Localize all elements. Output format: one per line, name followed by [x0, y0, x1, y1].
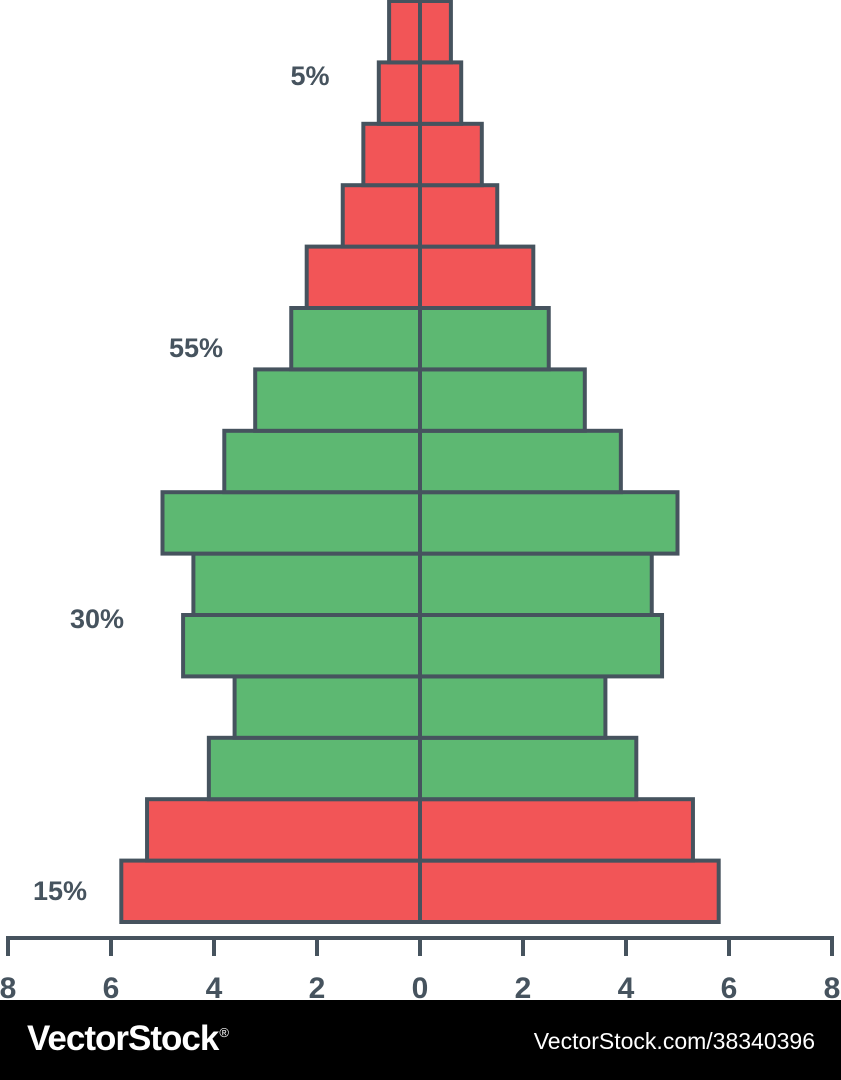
bar-right-2	[418, 735, 639, 802]
bar-right-13	[418, 60, 464, 126]
group-label-1: 30%	[70, 604, 124, 634]
group-label-0: 15%	[33, 876, 87, 906]
x-tick-label-1: 6	[103, 972, 120, 1000]
x-tick-label-0: 8	[0, 972, 16, 1000]
x-axis: 8 6 4 2 0 2 4 6 8	[0, 936, 840, 1000]
bar-right-10	[418, 244, 536, 311]
bar-right-8	[418, 367, 587, 433]
bar-left-8	[253, 367, 422, 433]
bar-right-1	[418, 797, 695, 863]
x-tick-label-6: 4	[618, 972, 635, 1000]
bar-right-12	[418, 121, 484, 188]
bar-left-10	[304, 244, 423, 311]
bar-right-7	[418, 428, 623, 495]
group-label-3: 5%	[290, 61, 329, 91]
group-label-2: 55%	[169, 333, 223, 363]
bar-left-1	[145, 797, 423, 863]
population-pyramid-chart: 8 6 4 2 0 2 4 6 8 15% 30% 55% 5%	[0, 0, 840, 1000]
brand-logo: VectorStock®	[27, 1019, 229, 1059]
x-tick-label-7: 6	[721, 972, 738, 1000]
bar-left-13	[376, 60, 422, 126]
bar-right-6	[418, 490, 680, 556]
bar-left-0	[119, 858, 423, 924]
bar-right-4	[418, 613, 665, 679]
bar-left-12	[361, 121, 423, 188]
bar-left-14	[387, 0, 423, 65]
bars-group	[119, 0, 721, 924]
bar-left-4	[181, 613, 422, 679]
brand-name: VectorStock	[27, 1019, 219, 1058]
x-tick-label-2: 4	[206, 972, 223, 1000]
x-tick-label-5: 2	[515, 972, 532, 1000]
x-tick-label-8: 8	[824, 972, 841, 1000]
bar-right-5	[418, 551, 654, 617]
x-tick-label-4: 0	[412, 972, 429, 1000]
bar-right-3	[418, 674, 608, 740]
bar-right-11	[418, 183, 500, 249]
bar-right-0	[418, 858, 721, 924]
registered-mark: ®	[219, 1025, 229, 1041]
bar-left-7	[222, 428, 422, 495]
bar-left-5	[191, 551, 422, 617]
image-reference: VectorStock.com/38340396	[533, 1028, 815, 1054]
bar-left-11	[340, 183, 422, 249]
bar-left-3	[232, 674, 422, 740]
bar-left-2	[206, 735, 422, 802]
footer-bar: VectorStock® VectorStock.com/38340396	[0, 1000, 841, 1080]
bar-left-9	[289, 306, 422, 372]
bar-right-9	[418, 306, 551, 372]
bar-left-6	[160, 490, 422, 556]
bar-right-14	[418, 0, 453, 65]
x-tick-label-3: 2	[309, 972, 326, 1000]
group-labels: 15% 30% 55% 5%	[33, 61, 330, 906]
